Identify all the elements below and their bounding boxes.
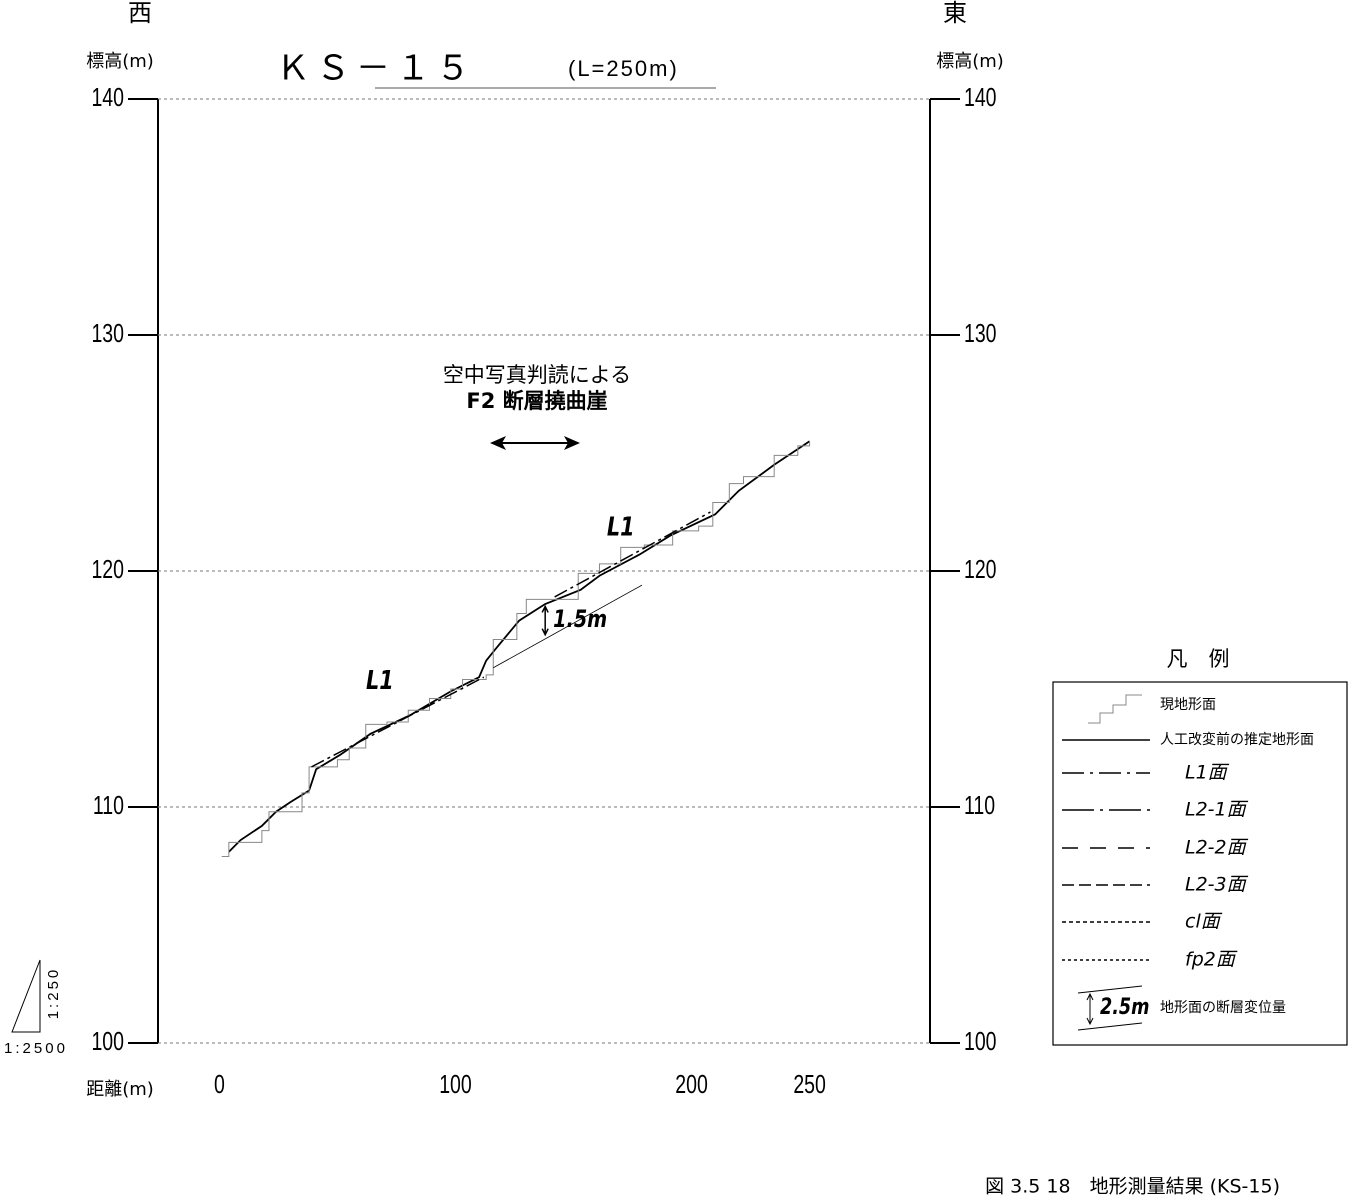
y-tick-label: 110 [964, 790, 995, 819]
annotation: F2 断層撓曲崖 [466, 389, 607, 413]
x-tick-label: 250 [793, 1069, 826, 1098]
legend-title: 凡 例 [1167, 647, 1230, 671]
legend-symbol [1088, 694, 1142, 724]
x-tick-label: 100 [439, 1069, 472, 1098]
scale-icon: 1:250 1:2500 [4, 959, 68, 1057]
scale-label: 1:2500 [4, 1040, 68, 1057]
legend-label: fp2面 [1185, 949, 1238, 971]
legend-label: 現地形面 [1160, 697, 1216, 713]
legend-sample: 2.5m [1100, 994, 1149, 1019]
legend-label: L1面 [1185, 762, 1230, 784]
chart-subtitle: (L=250m) [568, 56, 679, 81]
y-tick-label: 100 [964, 1026, 997, 1055]
caption: 図 3.5 18 地形測量結果 (KS-15) [985, 1176, 1280, 1198]
l1-surface-line [311, 676, 485, 768]
x-tick-label: 200 [675, 1069, 708, 1098]
west-label: 西 [128, 0, 152, 27]
y-axis-label: 標高(m) [86, 51, 154, 72]
legend-label: 地形面の断層変位量 [1160, 999, 1286, 1016]
scale-label: 1:250 [45, 967, 62, 1020]
legend-label: L2-1面 [1185, 799, 1249, 821]
y-tick-label: 130 [91, 318, 124, 347]
double-arrow [490, 436, 580, 450]
displacement-label: 1.5m [553, 606, 607, 634]
legend-label: L2-2面 [1185, 837, 1249, 859]
x-tick-label: 0 [214, 1069, 225, 1098]
legend-box [1052, 681, 1348, 1046]
l1-surface-line [554, 511, 711, 598]
ground-profile [221, 441, 811, 858]
y-tick-label: 100 [91, 1026, 124, 1055]
x-axis-label: 距離(m) [86, 1079, 154, 1100]
y-tick-label: 110 [93, 790, 124, 819]
legend-label: cl面 [1185, 911, 1223, 933]
y-tick-label: 140 [91, 82, 124, 111]
y-tick-label: 140 [964, 82, 997, 111]
y-tick-label: 120 [91, 554, 124, 583]
legend-symbol [1077, 985, 1143, 1031]
east-label: 東 [943, 0, 967, 27]
offset-line [493, 584, 643, 669]
y-tick-label: 130 [964, 318, 997, 347]
y-tick-label: 120 [964, 554, 997, 583]
chart-title: ＫＳ－１５ [276, 49, 476, 89]
displacement-arrow [541, 604, 549, 637]
annotation: 空中写真判読による [443, 363, 631, 387]
profile-line [228, 440, 811, 853]
surface-label: L1 [607, 511, 635, 542]
legend-label: 人工改変前の推定地形面 [1160, 731, 1314, 748]
legend-label: L2-3面 [1185, 874, 1249, 896]
surface-label: L1 [366, 665, 394, 696]
y-axis-label: 標高(m) [936, 51, 1004, 72]
